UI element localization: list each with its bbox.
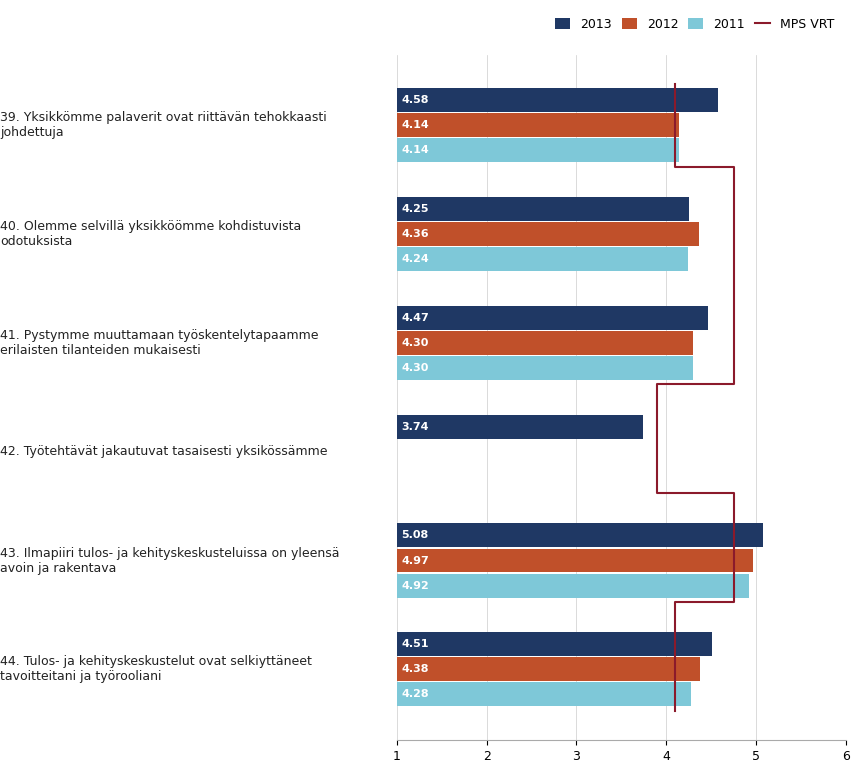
Text: 3.74: 3.74 [401,421,429,432]
Bar [397,414,643,439]
Bar [397,548,753,573]
Text: 4.38: 4.38 [401,664,429,675]
Text: 4.97: 4.97 [401,555,429,566]
Bar [397,306,709,330]
Text: 4.58: 4.58 [401,95,429,105]
Text: 4.14: 4.14 [401,120,429,130]
Text: 4.51: 4.51 [401,640,429,649]
Bar [397,222,698,246]
Bar [397,197,689,221]
Bar [397,356,693,380]
Bar [397,331,693,355]
Text: 4.24: 4.24 [401,254,429,264]
Text: 4.47: 4.47 [401,312,429,323]
Text: 5.08: 5.08 [401,530,429,541]
Bar [397,633,712,656]
Text: 4.36: 4.36 [401,229,429,239]
Text: 41. Pystymme muuttamaan työskentelytapaamme
erilaisten tilanteiden mukaisesti: 41. Pystymme muuttamaan työskentelytapaa… [0,329,318,357]
Text: 39. Yksikkömme palaverit ovat riittävän tehokkaasti
johdettuja: 39. Yksikkömme palaverit ovat riittävän … [0,111,327,139]
Text: 40. Olemme selvillä yksikköömme kohdistuvista
odotuksista: 40. Olemme selvillä yksikköömme kohdistu… [0,220,301,248]
Text: 44. Tulos- ja kehityskeskustelut ovat selkiyttäneet
tavoitteitani ja työrooliani: 44. Tulos- ja kehityskeskustelut ovat se… [0,655,312,683]
Text: 4.14: 4.14 [401,146,429,155]
Bar [397,657,701,682]
Bar [397,682,691,707]
Text: 4.92: 4.92 [401,580,429,590]
Text: 4.28: 4.28 [401,689,429,700]
Bar [397,523,763,548]
Bar [397,113,679,137]
Text: 4.30: 4.30 [401,363,429,373]
Text: 43. Ilmapiiri tulos- ja kehityskeskusteluissa on yleensä
avoin ja rakentava: 43. Ilmapiiri tulos- ja kehityskeskustel… [0,547,339,574]
Bar [397,247,688,271]
Bar [397,573,749,597]
Text: 4.30: 4.30 [401,338,429,348]
Text: 42. Työtehtävät jakautuvat tasaisesti yksikössämme: 42. Työtehtävät jakautuvat tasaisesti yk… [0,445,327,458]
Bar [397,139,679,162]
Text: 4.25: 4.25 [401,204,429,214]
Legend: 2013, 2012, 2011, MPS VRT: 2013, 2012, 2011, MPS VRT [551,12,840,36]
Bar [397,88,718,112]
